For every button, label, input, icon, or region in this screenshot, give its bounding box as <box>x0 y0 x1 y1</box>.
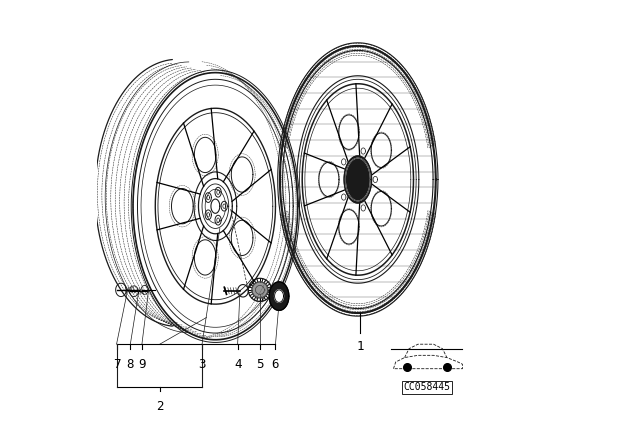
Text: 6: 6 <box>272 358 279 370</box>
Polygon shape <box>275 290 284 302</box>
Text: 9: 9 <box>138 358 146 370</box>
Text: 3: 3 <box>198 358 206 370</box>
Polygon shape <box>252 282 268 298</box>
Polygon shape <box>269 282 289 310</box>
Text: 7: 7 <box>113 358 120 370</box>
Text: 4: 4 <box>234 358 241 370</box>
Text: 5: 5 <box>256 358 264 370</box>
Text: 2: 2 <box>156 400 163 413</box>
Polygon shape <box>344 156 372 203</box>
Text: CC058445: CC058445 <box>403 382 451 392</box>
Text: 1: 1 <box>356 340 364 353</box>
Text: 8: 8 <box>127 358 134 370</box>
